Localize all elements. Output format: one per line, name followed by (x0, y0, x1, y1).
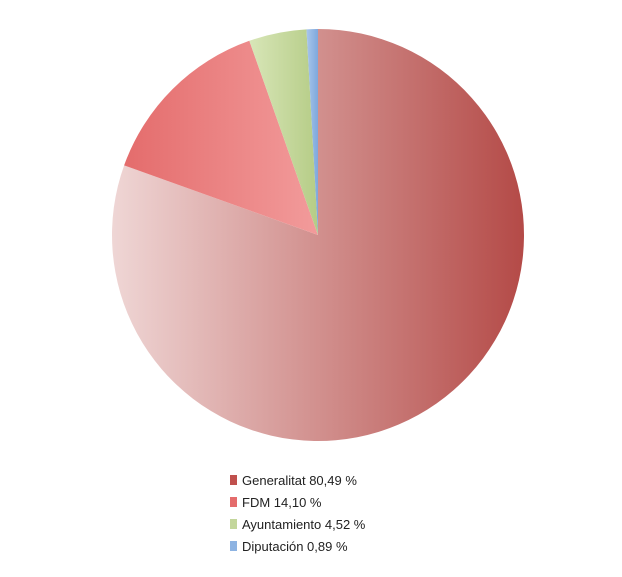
pie-slice-ayuntamiento (249, 29, 318, 235)
legend-item-diputacion: Diputación 0,89 % (230, 536, 365, 556)
legend-swatch (230, 519, 237, 529)
legend-label: Diputación 0,89 % (242, 538, 348, 554)
pie-slice-fdm (124, 40, 318, 236)
legend-swatch (230, 497, 237, 507)
legend-label: Generalitat 80,49 % (242, 472, 357, 488)
legend-swatch (230, 475, 237, 485)
legend-label: FDM 14,10 % (242, 494, 322, 510)
legend: Generalitat 80,49 % FDM 14,10 % Ayuntamien… (230, 470, 365, 558)
legend-item-fdm: FDM 14,10 % (230, 492, 365, 512)
legend-swatch (230, 541, 237, 551)
pie-chart (111, 29, 524, 441)
pie-slice-diputacion (306, 29, 318, 235)
legend-label: Ayuntamiento 4,52 % (242, 516, 366, 532)
legend-item-ayuntamiento: Ayuntamiento 4,52 % (230, 514, 365, 534)
legend-item-generalitat: Generalitat 80,49 % (230, 470, 365, 490)
